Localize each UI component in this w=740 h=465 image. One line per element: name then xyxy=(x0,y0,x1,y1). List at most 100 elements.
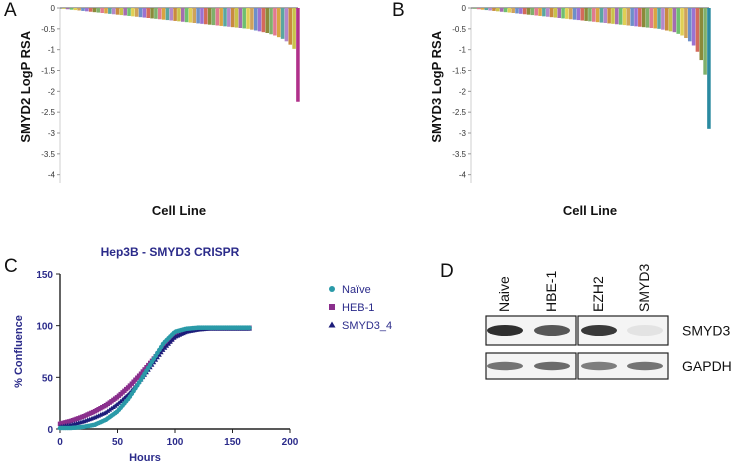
row-label: GAPDH xyxy=(682,358,732,374)
bar xyxy=(549,8,554,18)
y-tick-label: 150 xyxy=(36,270,53,281)
lane-label: HBE-1 xyxy=(543,271,559,312)
bar xyxy=(169,8,174,21)
bar xyxy=(85,8,89,12)
bar xyxy=(276,8,281,38)
bar xyxy=(645,8,650,28)
y-axis-label: SMYD2 LogP RSA xyxy=(18,30,33,142)
bar xyxy=(580,8,585,21)
bar xyxy=(480,8,485,10)
bar xyxy=(565,8,569,19)
y-tick-label: -3.5 xyxy=(452,150,466,159)
bar xyxy=(511,8,515,13)
bar xyxy=(127,8,131,16)
bar xyxy=(207,8,212,25)
x-tick-label: 0 xyxy=(57,437,63,448)
bar xyxy=(680,8,684,36)
bar xyxy=(142,8,147,18)
bar xyxy=(515,8,519,14)
bar xyxy=(526,8,531,15)
y-tick-label: -2 xyxy=(459,87,467,96)
bar xyxy=(184,8,189,23)
bar xyxy=(211,8,216,26)
bar xyxy=(104,8,108,14)
bar xyxy=(131,8,135,17)
bar xyxy=(542,8,546,17)
y-tick-label: 0 xyxy=(462,4,467,13)
bar xyxy=(626,8,631,26)
data-point xyxy=(157,352,162,357)
bar xyxy=(280,8,285,39)
bar xyxy=(73,8,78,11)
bar xyxy=(703,8,707,75)
bar xyxy=(488,8,492,11)
bar xyxy=(672,8,677,33)
x-axis-label: Cell Line xyxy=(152,203,206,218)
legend-marker xyxy=(329,304,335,310)
bar xyxy=(615,8,619,25)
bar xyxy=(519,8,523,14)
bar xyxy=(77,8,81,11)
row-label: SMYD3 xyxy=(682,323,730,339)
bar xyxy=(88,8,93,12)
bar xyxy=(173,8,177,21)
y-tick-label: -0.5 xyxy=(41,25,55,34)
bar xyxy=(204,8,208,25)
band xyxy=(581,325,617,336)
bar xyxy=(188,8,193,23)
x-axis-label: Hours xyxy=(129,452,161,464)
bar xyxy=(292,8,296,49)
bar xyxy=(250,8,254,30)
y-tick-label: -4 xyxy=(459,171,467,180)
legend-label: HEB-1 xyxy=(342,302,374,314)
bar xyxy=(695,8,700,52)
bar xyxy=(284,8,289,42)
bar xyxy=(62,8,66,9)
bar xyxy=(296,8,300,102)
x-tick-label: 200 xyxy=(282,437,299,448)
band xyxy=(534,325,570,336)
lane-label: EZH2 xyxy=(590,276,606,312)
bar xyxy=(707,8,711,129)
bar xyxy=(538,8,542,16)
bar xyxy=(618,8,623,25)
bar xyxy=(691,8,696,46)
bar xyxy=(115,8,120,15)
bar xyxy=(81,8,85,11)
bar xyxy=(227,8,231,27)
data-point xyxy=(158,349,164,355)
bar xyxy=(661,8,665,30)
bar xyxy=(595,8,600,23)
data-point xyxy=(138,371,144,376)
bar xyxy=(265,8,269,33)
bar xyxy=(473,8,477,9)
y-tick-label: -1 xyxy=(48,46,56,55)
y-tick-label: -3 xyxy=(459,129,467,138)
data-point xyxy=(247,325,252,331)
bar xyxy=(200,8,204,24)
band xyxy=(534,361,570,371)
y-tick-label: -3 xyxy=(48,129,56,138)
bar xyxy=(138,8,143,18)
bar xyxy=(634,8,638,27)
bar xyxy=(111,8,116,15)
legend-marker xyxy=(329,286,335,292)
bar xyxy=(668,8,673,32)
y-tick-label: -0.5 xyxy=(452,25,466,34)
bar xyxy=(545,8,550,17)
bar xyxy=(534,8,538,16)
bar xyxy=(215,8,220,26)
x-tick-label: 100 xyxy=(167,437,184,448)
bar xyxy=(196,8,200,24)
y-axis-label: % Confluence xyxy=(13,315,25,388)
panel-letter-c: C xyxy=(4,256,18,277)
bar xyxy=(592,8,596,22)
bar xyxy=(607,8,611,24)
band xyxy=(487,361,523,371)
bar xyxy=(507,8,512,13)
y-tick-label: 0 xyxy=(51,4,56,13)
bar xyxy=(664,8,669,31)
bar xyxy=(238,8,243,28)
bar xyxy=(223,8,227,27)
bar xyxy=(177,8,181,22)
